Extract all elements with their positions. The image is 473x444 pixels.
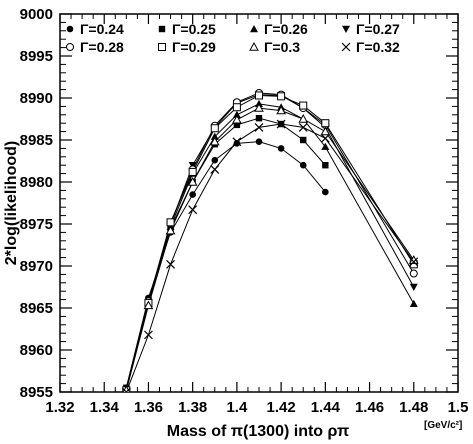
x-tick-label: 1.38 [178,399,207,416]
y-tick-label: 8960 [20,342,53,359]
data-point [409,283,418,291]
data-point [321,119,330,128]
series-line [125,103,415,390]
data-point [166,218,175,227]
legend-marker [249,41,259,51]
legend-marker [158,25,166,33]
x-tick-label: 1.32 [45,399,74,416]
legend-label: Γ=0.29 [172,39,216,55]
legend-marker [342,25,350,33]
series-line [125,94,415,391]
x-tick-label: 1.5 [448,399,469,416]
series-line [125,94,415,391]
y-axis-title: 2*log(likelihood) [3,141,20,265]
data-point [232,114,242,124]
x-tick-label: 1.36 [134,399,163,416]
data-point [300,136,307,144]
data-point [189,191,196,198]
legend-label: Γ=0.3 [264,39,300,55]
data-point [276,105,286,115]
data-point [255,138,263,145]
y-tick-label: 9000 [20,6,53,23]
data-point [166,259,175,269]
y-tick-label: 8995 [20,48,53,65]
x-tick-label: 1.46 [355,399,384,416]
series-lines [125,92,415,392]
data-point [320,126,331,136]
series-line [125,107,415,391]
series-line [125,123,415,392]
data-point [188,205,198,215]
data-point [298,122,308,132]
data-point [233,121,241,129]
legend-label: Γ=0.24 [80,21,124,37]
legend-label: Γ=0.32 [356,39,400,55]
legend-marker [341,42,351,52]
data-point [322,188,329,196]
data-point [121,387,131,392]
data-point [165,225,176,235]
legend-marker [66,43,74,51]
legend-label: Γ=0.27 [356,21,400,37]
data-point [232,110,241,118]
data-point [277,145,285,152]
data-point [210,164,220,174]
data-point [210,132,219,140]
y-tick-label: 8980 [20,174,53,191]
data-point [211,156,219,164]
x-tick-label: 1.4 [226,399,248,416]
data-point [209,136,220,146]
data-point [298,113,309,123]
legend: Γ=0.24 Γ=0.25 Γ=0.26 Γ=0.27 Γ=0.28 Γ=0.29 Γ=0.… [66,21,400,55]
data-point [143,300,154,310]
data-point [299,101,308,110]
data-point [320,133,330,143]
legend-marker [250,25,258,33]
series-markers [121,88,419,392]
data-point [277,92,286,101]
data-point [144,330,153,340]
data-point [409,269,418,278]
data-point [210,124,219,133]
y-tick-label: 8985 [20,132,53,149]
y-tick-label: 8990 [20,90,53,107]
x-tick-label: 1.48 [399,399,428,416]
axis-tick-labels: 1.32 1.34 1.36 1.38 1.4 1.42 1.44 1.46 1.48 1.5 89… [20,6,469,416]
data-point [322,162,329,169]
data-point [254,103,264,112]
y-tick-label: 8975 [20,216,53,233]
data-point [254,122,264,132]
data-point [321,142,330,150]
data-point [232,103,241,112]
legend-label: Γ=0.26 [264,21,308,37]
y-tick-label: 8965 [20,300,53,317]
data-point [276,119,286,129]
data-point [233,140,241,147]
data-point [188,167,197,176]
x-tick-label: 1.42 [267,399,296,416]
series-line [125,141,326,388]
data-point [232,137,242,147]
data-point [187,176,198,186]
data-point [255,114,263,122]
legend-marker [158,43,166,51]
series-line [125,92,415,390]
legend-label: Γ=0.28 [80,39,124,55]
plot-frame [59,13,459,393]
x-axis-title: Mass of π(1300) into ρπ [167,423,349,440]
legend-label: Γ=0.25 [172,21,216,37]
data-point [409,299,418,307]
data-point [255,91,263,100]
x-tick-label: 1.44 [311,399,341,416]
x-axis-unit: [GeV/c²] [424,420,462,431]
legend-marker [66,25,74,33]
data-point [409,257,419,267]
x-tick-label: 1.34 [90,399,120,416]
data-point [299,161,307,169]
series-line [125,117,326,388]
y-tick-label: 8970 [20,258,53,275]
y-tick-label: 8955 [20,384,53,401]
axis-ticks [59,13,459,393]
